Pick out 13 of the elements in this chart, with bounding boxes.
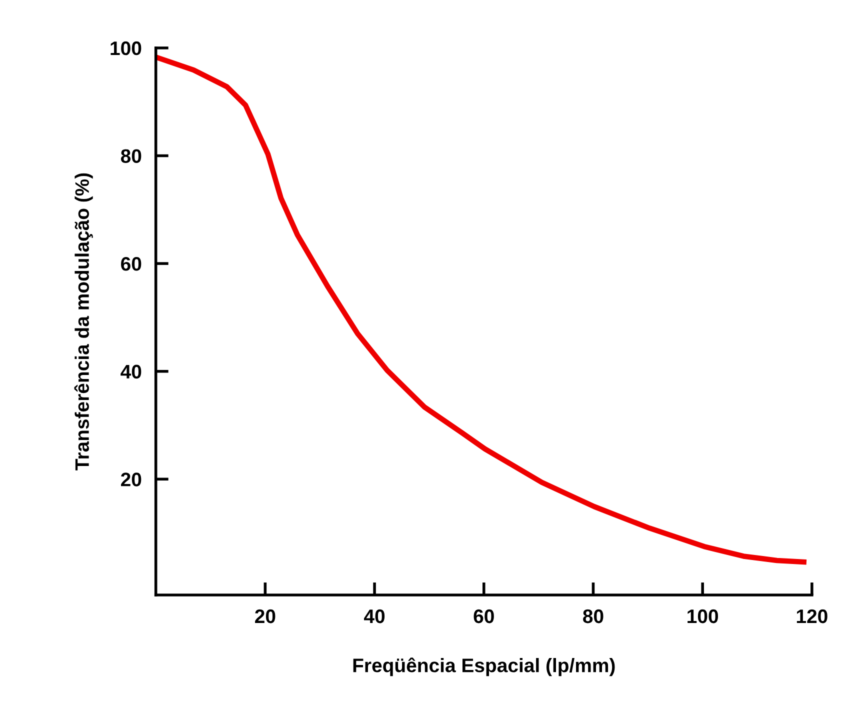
y-tick-label: 40 bbox=[120, 364, 142, 379]
y-axis-title: Transferência da modulação (%) bbox=[74, 173, 93, 470]
y-tick-label: 60 bbox=[121, 257, 142, 271]
x-tick-label: 60 bbox=[474, 609, 494, 624]
y-tick-label: 20 bbox=[121, 472, 142, 486]
x-tick-label: 120 bbox=[796, 609, 828, 624]
x-tick-label: 20 bbox=[255, 609, 276, 624]
y-tick-label: 100 bbox=[110, 41, 142, 56]
x-tick-label: 40 bbox=[364, 609, 385, 624]
x-tick-label: 100 bbox=[688, 609, 718, 624]
y-tick-label: 80 bbox=[120, 149, 142, 163]
x-tick-label: 80 bbox=[583, 609, 604, 624]
x-axis-title: Freqüência Espacial (lp/mm) bbox=[353, 658, 615, 676]
